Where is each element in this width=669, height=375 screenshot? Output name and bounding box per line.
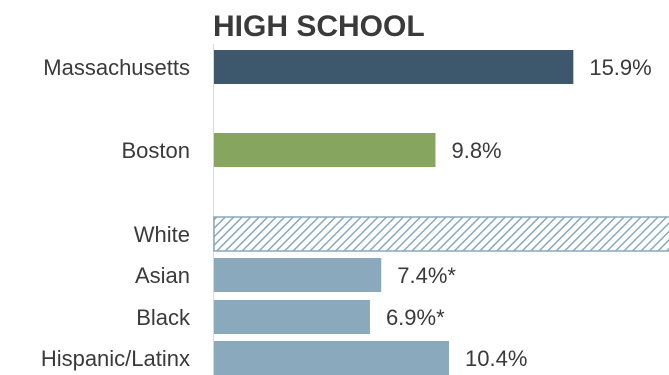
- chart-title: HIGH SCHOOL: [213, 10, 425, 43]
- bars: Massachusetts15.9%Boston9.8%White20.2%As…: [41, 50, 669, 375]
- value-label: 10.4%: [465, 346, 527, 371]
- bar-asian: [214, 258, 382, 292]
- bar-boston: [214, 133, 436, 167]
- category-label: Hispanic/Latinx: [41, 346, 190, 371]
- bar-hispanic-latinx: [214, 341, 450, 375]
- category-label: Massachusetts: [43, 55, 190, 80]
- value-label: 9.8%: [451, 138, 501, 163]
- bar-black: [214, 300, 370, 334]
- value-label: 15.9%: [589, 55, 651, 80]
- bar-white: [213, 216, 669, 252]
- value-label: 6.9%*: [386, 305, 445, 330]
- category-label: Black: [136, 305, 191, 330]
- category-label: Boston: [122, 138, 191, 163]
- bar-massachusetts: [214, 50, 574, 84]
- value-label: 7.4%*: [397, 263, 456, 288]
- category-label: White: [134, 222, 190, 247]
- category-label: Asian: [135, 263, 190, 288]
